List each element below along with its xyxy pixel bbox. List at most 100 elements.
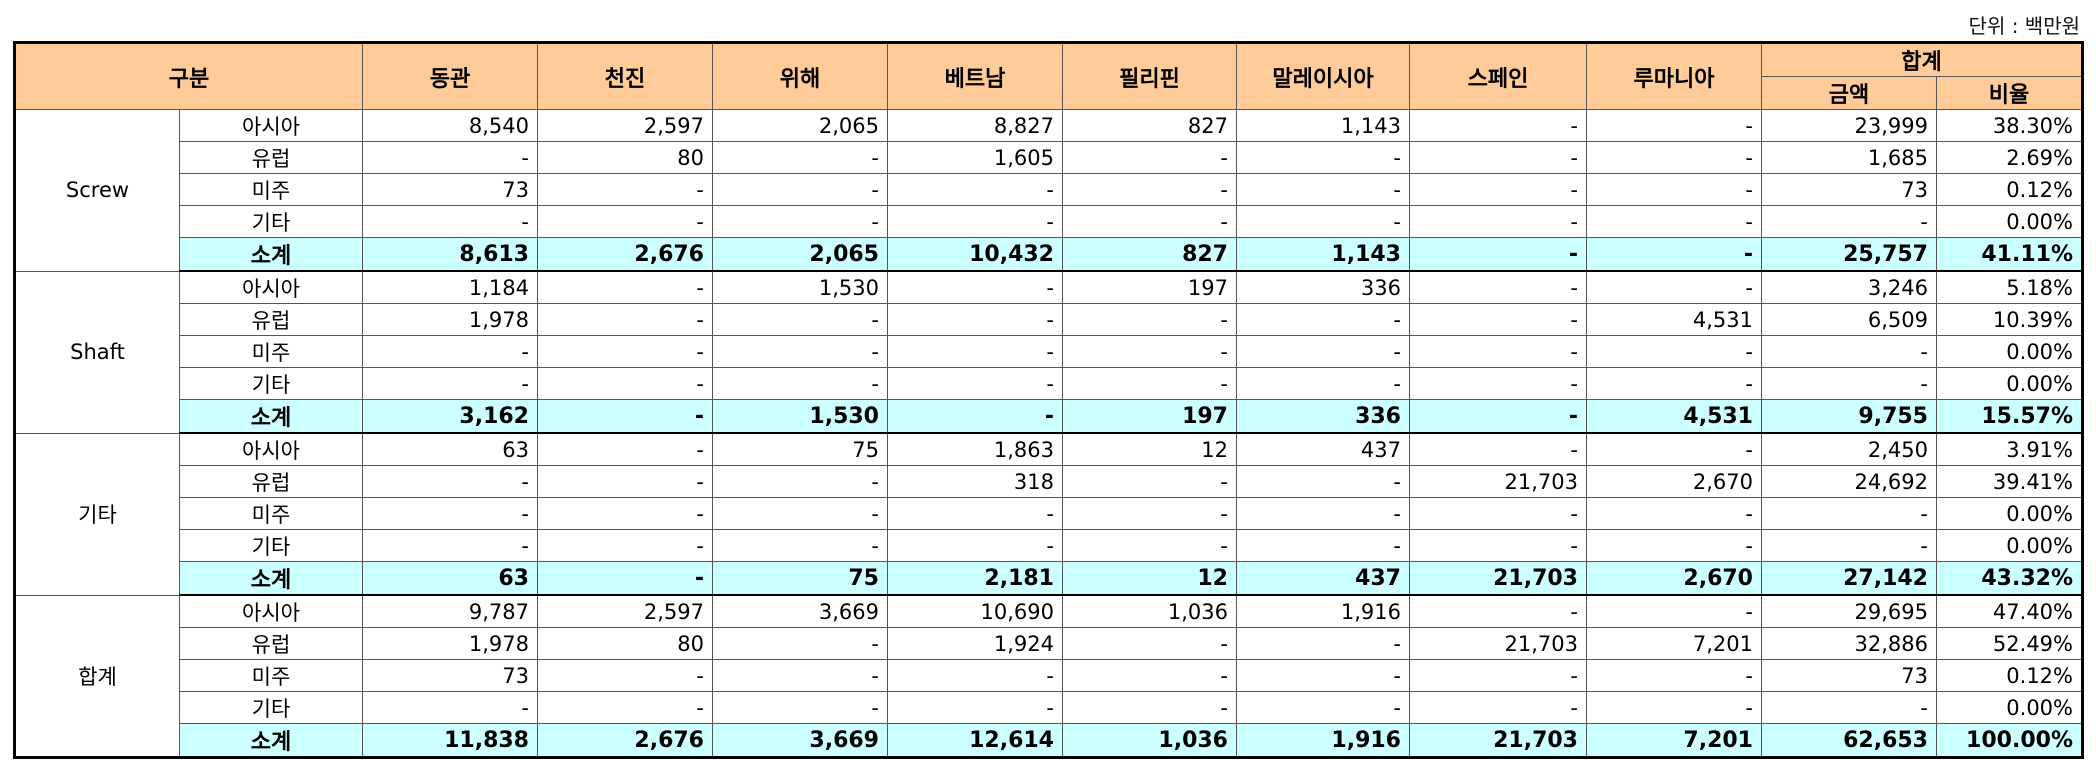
value-cell: 197 [1062,399,1237,434]
value-cell: - [712,205,888,238]
header-category: 구분 [14,42,363,110]
value-cell: - [1062,627,1237,660]
value-cell: 2,597 [537,109,713,142]
header-col-romania: 루마니아 [1586,42,1762,110]
value-cell: - [1586,367,1762,400]
value-cell: - [537,205,713,238]
total-ratio-cell: 5.18% [1936,270,2083,304]
region-label: 소계 [179,399,363,434]
subtotal-row: 소계 11,838 2,676 3,669 12,614 1,036 1,916 21,703… [15,723,2083,759]
value-cell: - [1409,303,1587,336]
group-label: 기타 [14,432,180,596]
value-cell: - [1586,497,1762,530]
value-cell: - [537,659,713,692]
header-col-tianjin: 천진 [537,42,713,110]
value-cell: - [1236,497,1410,530]
header-col-dongguan: 동관 [362,42,538,110]
value-cell: - [1062,691,1237,724]
header-col-malaysia: 말레이시아 [1236,42,1410,110]
value-cell: - [537,173,713,206]
value-cell: - [362,465,538,498]
value-cell: 1,924 [887,627,1063,660]
total-amount-cell: 62,653 [1761,723,1937,759]
subtotal-row: 소계 63-75 2,181 12 437 21,703 2,670 27,142 43.32% [15,561,2083,596]
value-cell: - [887,691,1063,724]
value-cell: 1,143 [1236,237,1410,272]
unit-label: 단위 : 백만원 [1968,14,2080,38]
value-cell: 8,540 [362,109,538,142]
value-cell: - [1062,173,1237,206]
value-cell: - [362,367,538,400]
total-ratio-cell: 0.00% [1936,691,2083,724]
value-cell: - [887,205,1063,238]
region-label: 유럽 [179,303,363,336]
value-cell: 1,978 [362,303,538,336]
total-ratio-cell: 52.49% [1936,627,2083,660]
value-cell: - [1586,659,1762,692]
value-cell: - [1586,594,1762,628]
value-cell: 21,703 [1409,465,1587,498]
value-cell: 1,978 [362,627,538,660]
value-cell: - [712,529,888,562]
value-cell: - [1586,270,1762,304]
value-cell: - [1409,173,1587,206]
region-label: 유럽 [179,141,363,174]
value-cell: 1,863 [887,432,1063,466]
value-cell: 1,036 [1062,594,1237,628]
total-ratio-cell: 10.39% [1936,303,2083,336]
total-ratio-cell: 15.57% [1936,399,2083,434]
total-amount-cell: 2,450 [1761,432,1937,466]
total-amount-cell: - [1761,335,1937,368]
header-col-weihai: 위해 [712,42,888,110]
header-col-vietnam: 베트남 [887,42,1063,110]
total-amount-cell: 24,692 [1761,465,1937,498]
total-ratio-cell: 0.00% [1936,205,2083,238]
table-row: Shaft 아시아 1,184-1,530-197 336- -3,246 5.18% [14,270,2083,434]
value-cell: - [1236,627,1410,660]
value-cell: - [1236,529,1410,562]
value-cell: 1,530 [712,270,888,304]
value-cell: 11,838 [362,723,538,759]
value-cell: - [1409,335,1587,368]
total-ratio-cell: 38.30% [1936,109,2083,142]
header-col-philippines: 필리핀 [1062,42,1237,110]
value-cell: - [1236,173,1410,206]
value-cell: - [1586,141,1762,174]
table-row: 기타 - - - - - - - - -0.00% [15,529,2083,562]
total-ratio-cell: 0.12% [1936,173,2083,206]
value-cell: - [712,335,888,368]
value-cell: 1,605 [887,141,1063,174]
value-cell: 336 [1236,399,1410,434]
value-cell: - [1236,303,1410,336]
value-cell: - [537,497,713,530]
total-ratio-cell: 43.32% [1936,561,2083,596]
value-cell: - [1236,141,1410,174]
header-row: 구분 동관 천진 위해 베트남 필리핀 말레이시아 스페인 루마니아 합계 [14,42,2083,110]
value-cell: - [1409,205,1587,238]
value-cell: 827 [1062,109,1237,142]
value-cell: - [362,529,538,562]
value-cell: 2,670 [1586,465,1762,498]
total-amount-cell: 23,999 [1761,109,1937,142]
region-label: 미주 [179,173,363,206]
region-label: 미주 [179,659,363,692]
region-label: 아시아 [179,594,363,628]
table-row: 미주 - - - - - - - - -0.00% [15,497,2083,530]
region-label: 유럽 [179,627,363,660]
value-cell: 2,597 [537,594,713,628]
value-cell: - [1586,335,1762,368]
value-cell: - [1062,303,1237,336]
value-cell: 21,703 [1409,723,1587,759]
value-cell: 21,703 [1409,561,1587,596]
value-cell: 3,669 [712,594,888,628]
value-cell: 2,065 [712,237,888,272]
value-cell: - [712,465,888,498]
value-cell: - [712,141,888,174]
value-cell: - [1586,432,1762,466]
value-cell: - [362,691,538,724]
total-amount-cell: - [1761,367,1937,400]
value-cell: - [1409,529,1587,562]
value-cell: - [1409,659,1587,692]
region-label: 아시아 [179,432,363,466]
value-cell: - [1236,335,1410,368]
